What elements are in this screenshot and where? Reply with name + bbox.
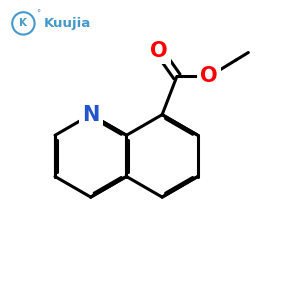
Text: °: ° bbox=[36, 10, 40, 19]
Text: Kuujia: Kuujia bbox=[44, 17, 91, 30]
Text: N: N bbox=[82, 105, 99, 125]
Text: O: O bbox=[150, 41, 168, 62]
Text: O: O bbox=[200, 66, 218, 86]
Text: K: K bbox=[20, 18, 27, 28]
